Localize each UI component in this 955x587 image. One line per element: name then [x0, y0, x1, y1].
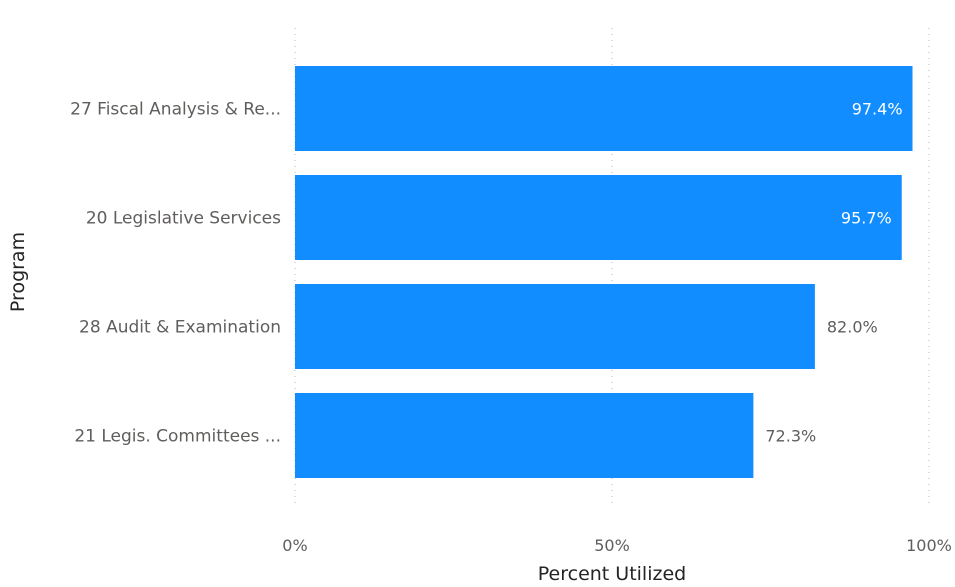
x-tick-label: 50% [594, 536, 630, 555]
category-labels: 27 Fiscal Analysis & Re... 20 Legislative… [70, 100, 281, 447]
bar [295, 393, 754, 478]
bar [295, 66, 913, 151]
category-label: 27 Fiscal Analysis & Re... [70, 100, 281, 120]
x-tick-labels: 0% 50% 100% [282, 536, 952, 555]
category-label: 20 Legislative Services [86, 209, 281, 229]
bar [295, 175, 902, 260]
bars [295, 66, 913, 478]
x-tick-label: 100% [906, 536, 952, 555]
category-label: 21 Legis. Committees ... [74, 427, 281, 447]
x-tick-label: 0% [282, 536, 307, 555]
y-axis-title: Program [7, 232, 29, 312]
data-label: 72.3% [765, 427, 816, 446]
gridlines [294, 28, 930, 508]
bar [295, 284, 815, 369]
data-labels: 97.4% 95.7% 82.0% 72.3% [765, 100, 902, 446]
x-axis-title: Percent Utilized [538, 563, 686, 585]
category-label: 28 Audit & Examination [79, 318, 281, 338]
data-label: 97.4% [852, 100, 903, 119]
data-label: 82.0% [827, 318, 878, 337]
data-label: 95.7% [841, 209, 892, 228]
